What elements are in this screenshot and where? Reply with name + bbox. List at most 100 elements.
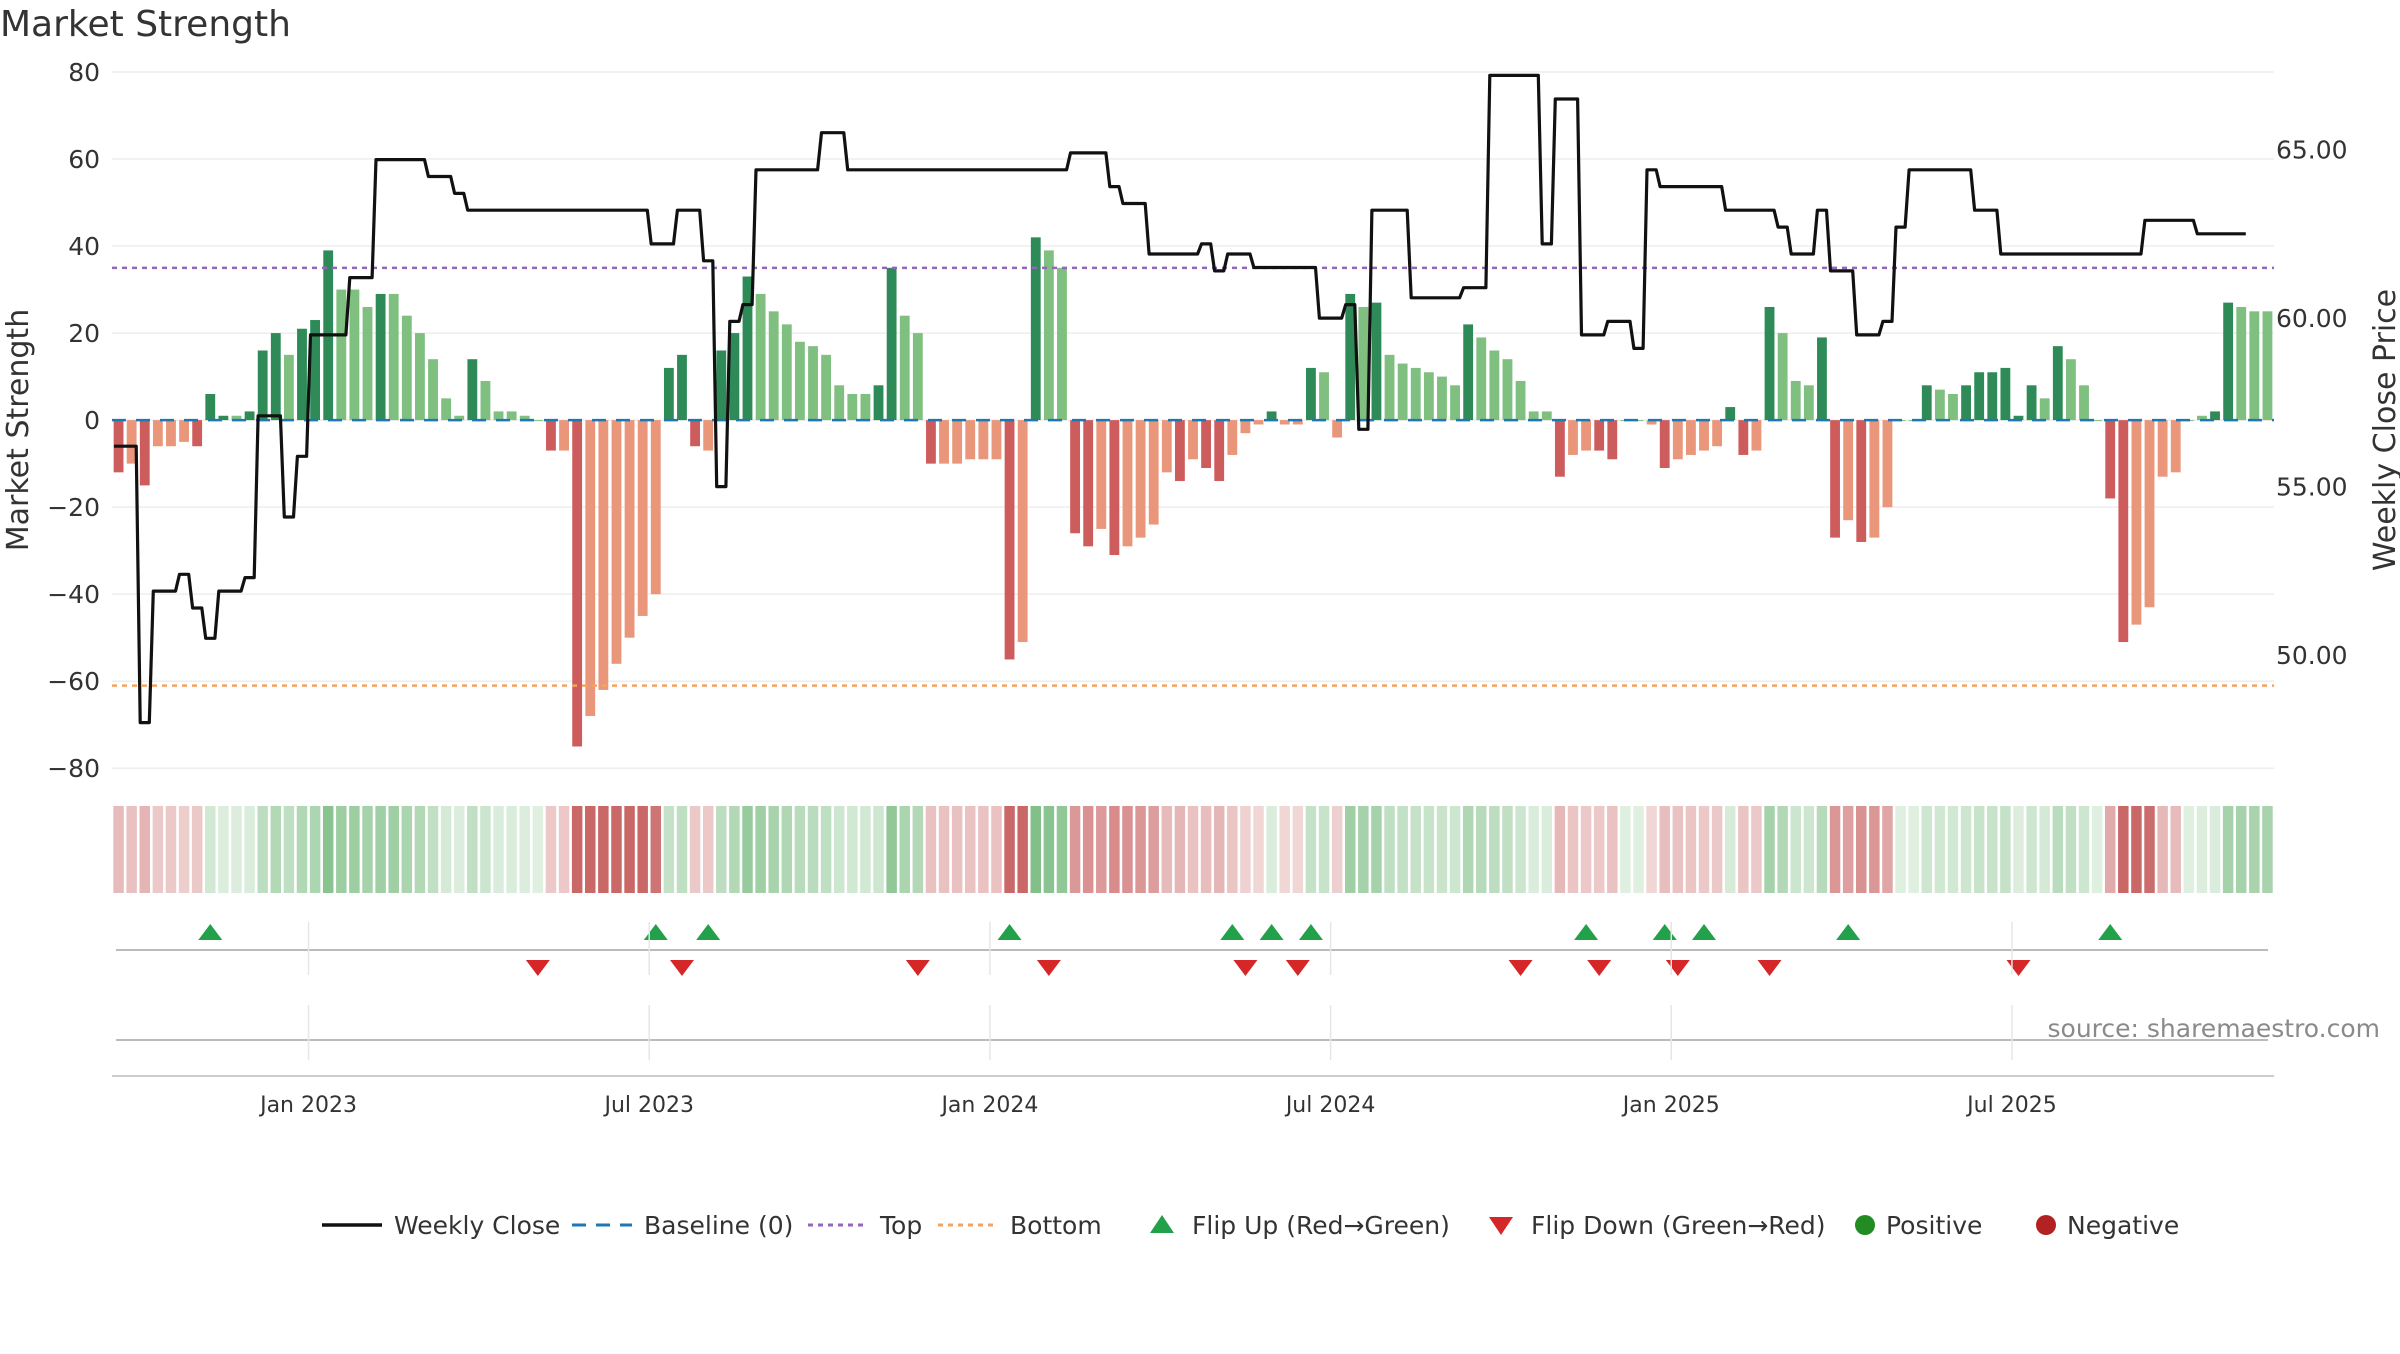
heat-cell bbox=[414, 806, 426, 893]
flip-up-marker bbox=[1220, 924, 1245, 940]
strength-bar bbox=[2223, 302, 2234, 421]
heat-cell bbox=[729, 806, 740, 893]
heat-cell bbox=[139, 806, 150, 893]
heat-cell bbox=[676, 806, 688, 893]
x-tick-label: Jan 2025 bbox=[1621, 1093, 1720, 1118]
heat-cell bbox=[1240, 806, 1251, 893]
strength-bar bbox=[1686, 420, 1696, 455]
y-tick-label: −80 bbox=[47, 754, 100, 783]
heat-cell bbox=[847, 806, 858, 893]
heat-cell bbox=[2091, 806, 2103, 893]
heat-cell bbox=[218, 806, 229, 893]
heat-cell bbox=[1358, 806, 1369, 893]
heat-cell bbox=[178, 806, 190, 893]
heat-cell bbox=[493, 806, 504, 893]
legend-label: Top bbox=[879, 1211, 922, 1240]
heat-cell bbox=[794, 806, 806, 893]
strength-bar bbox=[1292, 420, 1303, 425]
heat-cell bbox=[1213, 806, 1225, 893]
strength-bar bbox=[965, 420, 976, 460]
heat-cell bbox=[886, 806, 897, 893]
strength-bar bbox=[1528, 411, 1539, 421]
heat-cell bbox=[1135, 806, 1146, 893]
heat-cell bbox=[925, 806, 937, 893]
strength-bar bbox=[1830, 420, 1840, 538]
strength-bar bbox=[1476, 337, 1487, 421]
flip-down-marker bbox=[525, 960, 550, 976]
flip-down-marker bbox=[1233, 960, 1258, 976]
heat-cell bbox=[1895, 806, 1906, 893]
heat-cell bbox=[912, 806, 924, 893]
y2-tick-label: 55.00 bbox=[2276, 473, 2348, 502]
heat-cell bbox=[1122, 806, 1133, 893]
strength-bar bbox=[2065, 359, 2076, 421]
strength-bar bbox=[755, 293, 766, 421]
heat-cell bbox=[807, 806, 819, 893]
strength-bar bbox=[2131, 420, 2142, 625]
heat-cell bbox=[1751, 806, 1762, 893]
y-tick-label: 0 bbox=[84, 406, 100, 435]
flip-up-marker bbox=[1259, 924, 1284, 940]
heat-cell bbox=[1253, 806, 1264, 893]
heat-cell bbox=[1489, 806, 1500, 893]
heat-cell bbox=[427, 806, 439, 893]
heat-cell bbox=[1148, 806, 1159, 893]
heat-cell bbox=[558, 806, 570, 893]
strength-bar bbox=[1306, 367, 1316, 421]
strength-bar bbox=[2249, 311, 2260, 421]
heat-cell bbox=[1515, 806, 1526, 893]
heat-cell bbox=[1829, 806, 1841, 893]
strength-bar bbox=[1974, 372, 1985, 421]
heat-cell bbox=[873, 806, 884, 893]
flip-up-marker bbox=[1298, 924, 1323, 940]
heat-cell bbox=[1161, 806, 1173, 893]
heat-cell bbox=[1082, 806, 1094, 893]
y-tick-label: −60 bbox=[47, 667, 100, 696]
x-tick-label: Jul 2024 bbox=[1284, 1093, 1376, 1118]
heat-cell bbox=[1580, 806, 1592, 893]
heat-cell bbox=[1462, 806, 1474, 893]
y2-axis-title: Weekly Close Price bbox=[2368, 289, 2400, 571]
strength-bar bbox=[1450, 385, 1460, 421]
heat-cell bbox=[1790, 806, 1801, 893]
strength-bar bbox=[1777, 333, 1788, 421]
heat-cell bbox=[113, 806, 124, 893]
heat-cell bbox=[571, 806, 583, 893]
strength-bar bbox=[1083, 420, 1094, 547]
strength-bar bbox=[794, 341, 805, 421]
heat-cell bbox=[388, 806, 399, 893]
heat-cell bbox=[1109, 806, 1120, 893]
strength-bar bbox=[532, 420, 543, 422]
heat-cell bbox=[1633, 806, 1644, 893]
strength-bar bbox=[441, 398, 452, 421]
heat-cell bbox=[637, 806, 648, 893]
heat-cell bbox=[663, 806, 675, 893]
strength-bar bbox=[310, 320, 321, 421]
heat-cell bbox=[716, 806, 727, 893]
flip-up-marker bbox=[1574, 924, 1599, 940]
strength-bar bbox=[126, 420, 137, 464]
strength-bar bbox=[847, 394, 858, 421]
strength-bar bbox=[1751, 420, 1762, 451]
flip-up-marker bbox=[696, 924, 721, 940]
strength-bar bbox=[808, 346, 818, 421]
strength-bar bbox=[572, 420, 583, 747]
heat-cell bbox=[1410, 806, 1421, 893]
weekly-close-line bbox=[114, 73, 2246, 725]
heat-cell bbox=[506, 806, 517, 893]
flip-up-marker bbox=[1692, 924, 1717, 940]
strength-bar bbox=[467, 359, 478, 421]
strength-bar bbox=[939, 420, 949, 464]
heat-cell bbox=[1541, 806, 1553, 893]
heat-cell bbox=[257, 806, 268, 893]
strength-bar bbox=[192, 420, 203, 447]
strength-bar bbox=[2039, 398, 2050, 421]
heat-cell bbox=[781, 806, 793, 893]
x-tick-label: Jan 2024 bbox=[939, 1093, 1038, 1118]
strength-bar bbox=[899, 315, 910, 421]
strength-bar bbox=[1725, 407, 1736, 421]
strength-bar bbox=[1266, 411, 1277, 421]
heat-cell bbox=[2013, 806, 2024, 893]
strength-bar bbox=[388, 293, 399, 421]
